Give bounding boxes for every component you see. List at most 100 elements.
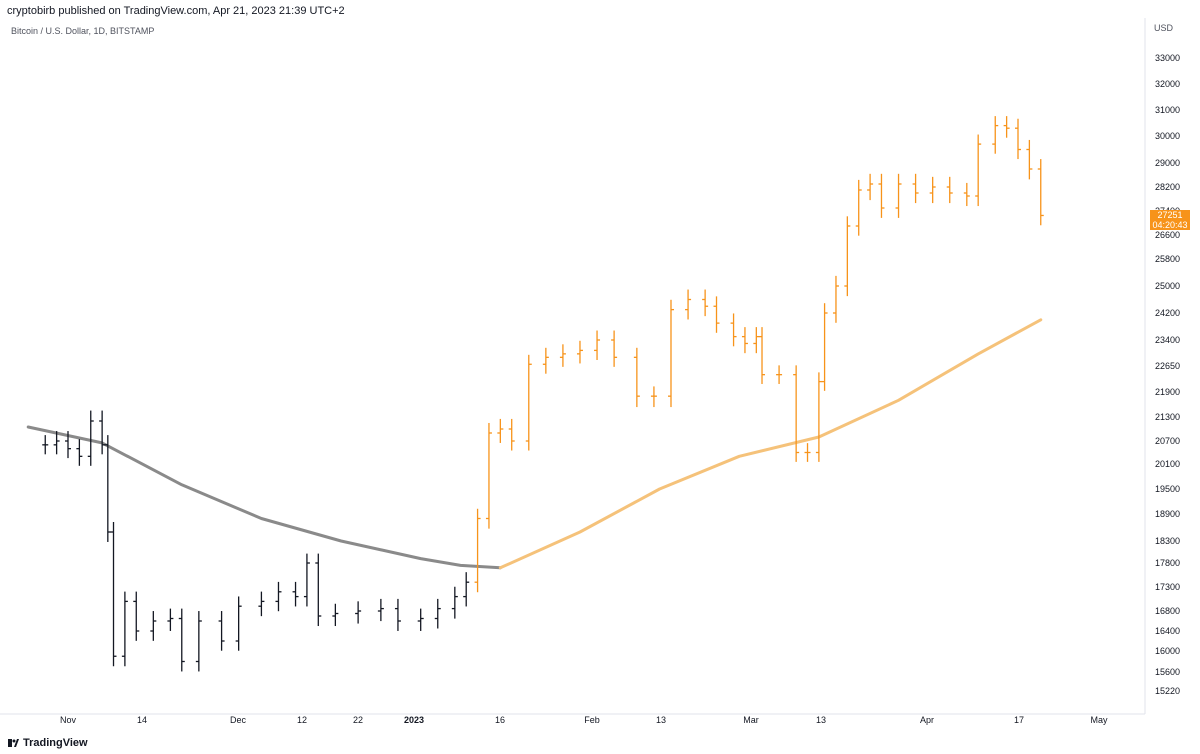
time-axis[interactable]: Nov 14 Dec 12 22 2023 16 Feb 13 Mar 13 Apr 17 May	[0, 713, 1145, 725]
price-tick-label: 19500	[1155, 484, 1180, 494]
time-tick-label: 2023	[404, 715, 424, 725]
ohlc-bar	[99, 410, 106, 455]
price-tick-label: 30000	[1155, 131, 1180, 141]
ohlc-bar	[1037, 159, 1044, 226]
price-tick-label: 23400	[1155, 335, 1180, 345]
ohlc-bar	[218, 611, 225, 651]
price-tick-label: 31000	[1155, 105, 1180, 115]
ohlc-bar	[650, 386, 657, 408]
time-tick-label: May	[1090, 715, 1108, 725]
last-price-value: 27251	[1157, 210, 1183, 220]
ohlc-bar	[42, 435, 49, 455]
ohlc-bar	[611, 330, 618, 367]
price-tick-label: 29000	[1155, 158, 1180, 168]
ohlc-bar	[992, 116, 999, 154]
brand-name[interactable]: TradingView	[23, 737, 88, 749]
price-chart[interactable]: 3300032000310003000029000282002740026600…	[0, 18, 1200, 736]
ohlc-bar	[121, 591, 128, 667]
ohlc-bar	[1003, 116, 1010, 138]
price-tick-label: 20100	[1155, 459, 1180, 469]
price-tick-label: 28200	[1155, 182, 1180, 192]
price-tick-label: 17800	[1155, 558, 1180, 568]
time-tick-label: 17	[1014, 715, 1024, 725]
time-tick-label: 22	[353, 715, 363, 725]
ohlc-bar	[895, 173, 902, 218]
ohlc-bar	[417, 608, 424, 631]
ohlc-bar	[76, 439, 83, 466]
ohlc-bar	[53, 431, 60, 455]
ohlc-bar	[844, 216, 851, 297]
ohlc-bar	[377, 598, 384, 622]
ohlc-bar	[753, 327, 760, 354]
price-axis[interactable]: 3300032000310003000029000282002740026600…	[1144, 18, 1180, 714]
ohlc-bar	[434, 598, 441, 629]
ohlc-bar	[832, 275, 839, 323]
price-tick-label: 25800	[1155, 254, 1180, 264]
bar-countdown: 04:20:43	[1152, 220, 1188, 230]
price-tick-label: 22650	[1155, 361, 1180, 371]
ohlc-bars	[42, 116, 1044, 672]
ohlc-bar	[667, 299, 674, 408]
ohlc-bar	[576, 340, 583, 364]
price-tick-label: 25000	[1155, 281, 1180, 291]
time-tick-label: 12	[297, 715, 307, 725]
ohlc-bar	[702, 289, 709, 317]
tradingview-logo-icon[interactable]	[8, 738, 19, 748]
symbol-title: Bitcoin / U.S. Dollar, 1D, BITSTAMP	[11, 26, 155, 36]
price-tick-label: 26600	[1155, 230, 1180, 240]
ohlc-bar	[497, 418, 504, 443]
time-tick-label: Feb	[584, 715, 600, 725]
ohlc-bar	[793, 365, 800, 462]
ohlc-bar	[855, 179, 862, 236]
ohlc-bar	[258, 591, 265, 617]
ohlc-bar	[87, 410, 94, 466]
time-tick-label: Mar	[743, 715, 759, 725]
price-axis-unit: USD	[1154, 23, 1174, 33]
ohlc-bar	[741, 327, 748, 354]
ohlc-bar	[394, 598, 401, 631]
price-tick-label: 21900	[1155, 387, 1180, 397]
ohlc-bar	[759, 327, 766, 384]
ohlc-bar	[355, 601, 362, 624]
ohlc-bar	[110, 522, 117, 667]
ohlc-bar	[804, 443, 811, 462]
price-tick-label: 18300	[1155, 536, 1180, 546]
ohlc-bar	[815, 372, 822, 462]
ohlc-bar	[963, 182, 970, 207]
ohlc-bar	[150, 611, 157, 641]
ohlc-bar	[1015, 118, 1021, 160]
ohlc-bar	[912, 173, 919, 204]
ohlc-bar	[730, 313, 737, 347]
time-tick-label: 13	[816, 715, 826, 725]
price-tick-label: 33000	[1155, 53, 1180, 63]
ohlc-bar	[275, 581, 282, 612]
ohlc-bar	[821, 303, 828, 391]
price-tick-label: 20700	[1155, 436, 1180, 446]
ohlc-bar	[633, 347, 640, 408]
price-tick-label: 16800	[1155, 606, 1180, 616]
ohlc-bar	[235, 596, 242, 651]
price-tick-label: 24200	[1155, 308, 1180, 318]
ohlc-bar	[133, 591, 140, 641]
time-tick-label: 16	[495, 715, 505, 725]
moving-average-line	[26, 318, 1043, 570]
price-tick-label: 15600	[1155, 667, 1180, 677]
price-tick-label: 15220	[1155, 686, 1180, 696]
time-tick-label: Dec	[230, 715, 247, 725]
ohlc-bar	[929, 176, 936, 204]
price-tick-label: 16000	[1155, 646, 1180, 656]
ohlc-bar	[178, 608, 185, 672]
ohlc-bar	[508, 418, 515, 451]
ma-segment-bullish	[498, 318, 1043, 570]
ohlc-bar	[451, 586, 458, 619]
ohlc-bar	[332, 603, 339, 627]
ohlc-bar	[167, 608, 174, 631]
ohlc-bar	[65, 431, 71, 459]
time-tick-label: Nov	[60, 715, 77, 725]
ohlc-bar	[594, 330, 601, 361]
ohlc-bar	[713, 296, 720, 333]
ohlc-bar	[195, 611, 202, 672]
ohlc-bar	[878, 173, 885, 218]
ohlc-bar	[542, 347, 549, 374]
ohlc-bar	[485, 422, 492, 529]
